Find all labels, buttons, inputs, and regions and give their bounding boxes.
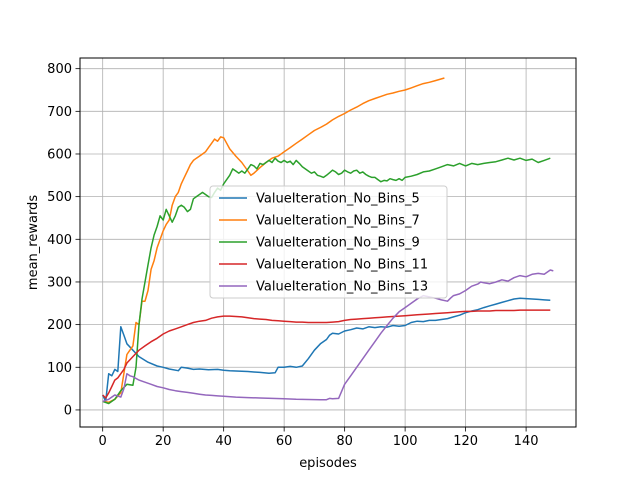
x-tick-label-5: 100 <box>393 434 418 449</box>
y-axis-label: mean_rewards <box>26 195 41 290</box>
x-tick-label-3: 60 <box>276 434 293 449</box>
series-line-3 <box>102 157 551 405</box>
x-axis-label: episodes <box>299 456 357 471</box>
x-tick-label-2: 40 <box>215 434 232 449</box>
axes-frame <box>79 57 577 428</box>
x-tick-label-4: 80 <box>336 434 353 449</box>
x-tick-label-6: 120 <box>453 434 478 449</box>
y-tick-label-7: 700 <box>47 105 72 120</box>
y-axis-ticks: 0 100 200 300 400 500 600 700 800 <box>47 62 80 418</box>
y-tick-label-5: 500 <box>47 190 72 205</box>
legend-label-4: ValueIteration_No_Bins_11 <box>256 258 428 273</box>
series-line-2 <box>102 77 445 404</box>
x-axis-ticks: 0 20 40 60 80 100 120 140 <box>99 427 539 449</box>
x-tick-label-1: 20 <box>155 434 172 449</box>
legend-label-5: ValueIteration_No_Bins_13 <box>256 280 428 295</box>
legend-label-3: ValueIteration_No_Bins_9 <box>256 236 420 251</box>
x-tick-label-0: 0 <box>99 434 107 449</box>
y-tick-label-4: 400 <box>47 233 72 248</box>
series-lines <box>102 77 554 405</box>
series-line-4 <box>102 309 551 399</box>
legend-box <box>209 185 448 299</box>
y-tick-label-8: 800 <box>47 62 72 77</box>
legend-label-1: ValueIteration_No_Bins_5 <box>256 192 420 207</box>
x-tick-label-7: 140 <box>514 434 539 449</box>
legend-label-2: ValueIteration_No_Bins_7 <box>256 214 420 229</box>
legend: ValueIteration_No_Bins_5 ValueIteration_N… <box>209 185 448 299</box>
y-tick-label-2: 200 <box>47 318 72 333</box>
series-line-5 <box>102 269 554 403</box>
y-tick-label-6: 600 <box>47 147 72 162</box>
y-tick-label-1: 100 <box>47 361 72 376</box>
y-tick-label-0: 0 <box>64 403 72 418</box>
y-tick-label-3: 300 <box>47 275 72 290</box>
